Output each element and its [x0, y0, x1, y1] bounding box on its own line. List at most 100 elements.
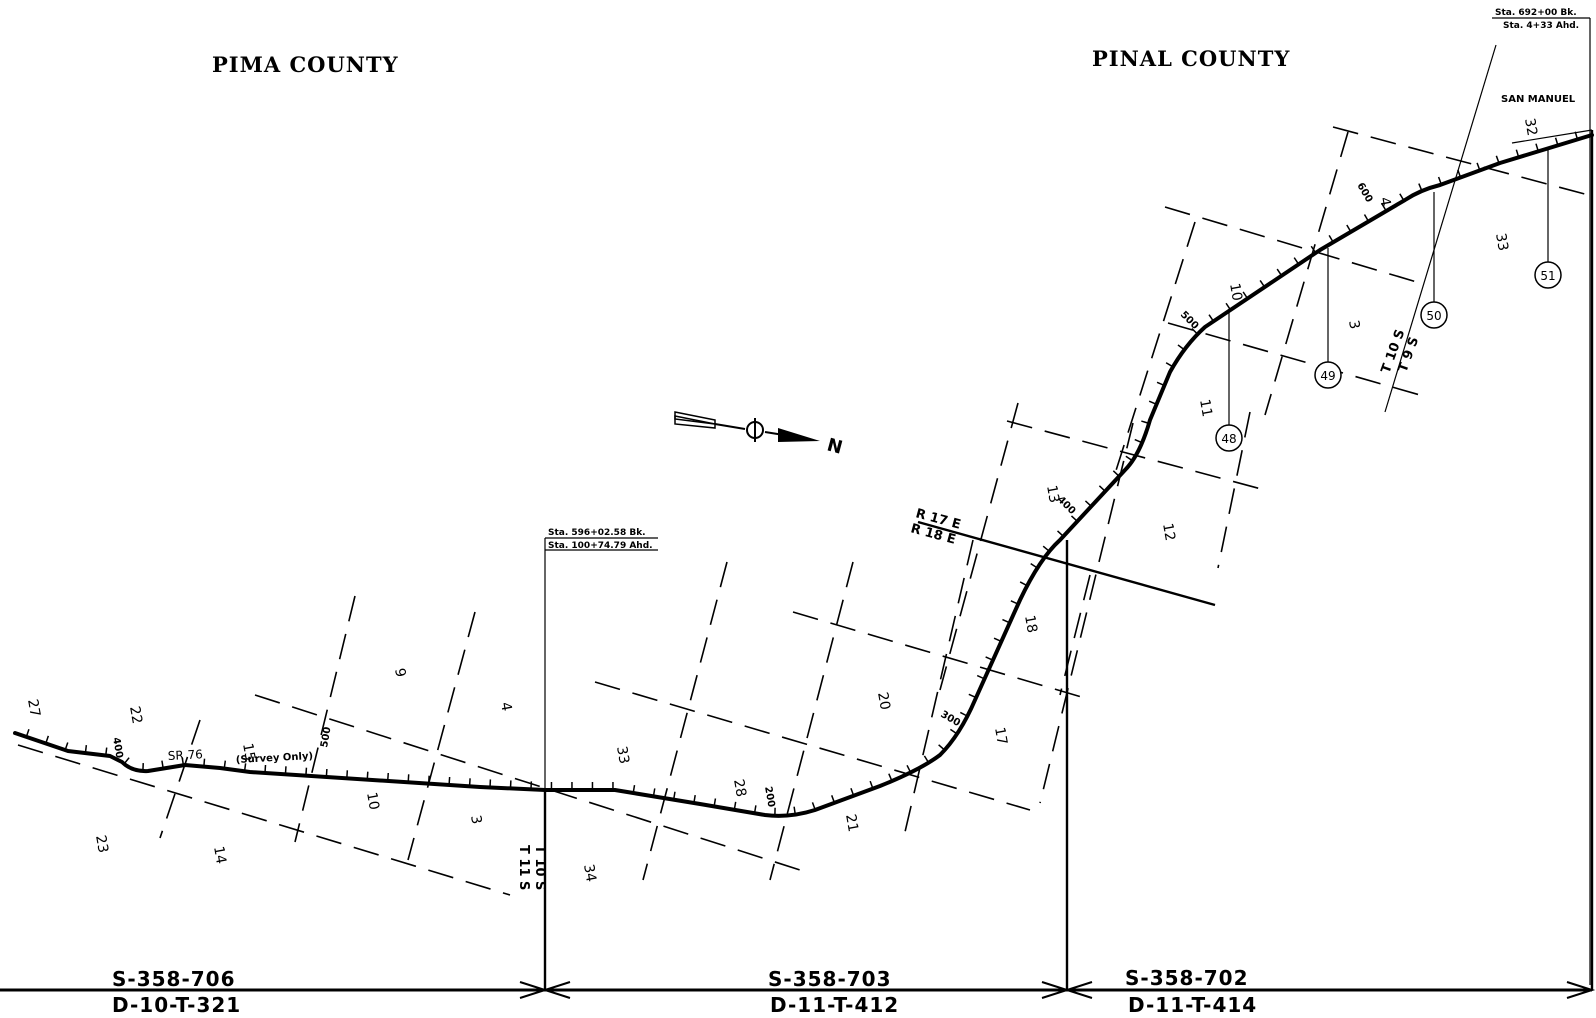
station-tick — [325, 768, 328, 778]
section-number: 22 — [126, 705, 145, 725]
station-tick — [1515, 149, 1520, 158]
station-tick — [1165, 362, 1174, 368]
section-line — [17, 744, 511, 896]
station-tick — [25, 729, 30, 738]
station-tick — [632, 784, 636, 794]
sheet-drawing-number: D-11-T-414 — [1128, 993, 1257, 1017]
section-line — [904, 539, 974, 833]
station-number: 300 — [939, 709, 963, 729]
section-number: 33 — [613, 745, 632, 765]
section-number: 20 — [874, 691, 893, 711]
station-tick — [84, 745, 88, 754]
township-label: T 11 S — [516, 845, 531, 890]
place-label-san-manuel: SAN MANUEL — [1501, 94, 1576, 105]
station-tick — [1156, 381, 1165, 387]
section-number: 21 — [842, 813, 861, 833]
station-tick — [1208, 314, 1215, 322]
station-tick — [468, 778, 471, 787]
station-tick — [243, 763, 247, 772]
section-number: 33 — [1492, 232, 1511, 252]
station-tick — [1495, 155, 1500, 164]
section-line — [254, 694, 801, 871]
station-tick — [652, 788, 656, 797]
station-tick — [1098, 485, 1106, 492]
section-line — [1059, 574, 1091, 696]
station-tick — [284, 766, 287, 775]
station-tick — [949, 728, 958, 735]
marker-number: 50 — [1426, 309, 1441, 323]
section-number: 15 — [239, 742, 258, 762]
route-note: (Survey Only) — [236, 751, 314, 766]
section-number: 28 — [730, 778, 749, 798]
station-tick — [305, 767, 308, 776]
section-number: 4 — [1376, 196, 1393, 208]
county-label-pinal: PINAL COUNTY — [1092, 46, 1290, 71]
station-tick — [993, 637, 1002, 643]
station-tick — [733, 801, 737, 810]
section-line — [159, 719, 201, 839]
section-line — [1039, 422, 1134, 804]
station-tick — [1148, 400, 1157, 406]
station-tick — [869, 780, 874, 789]
station-tick — [1381, 203, 1387, 212]
station-tick — [1010, 600, 1019, 605]
station-tick — [923, 755, 930, 764]
station-tick — [1293, 257, 1300, 265]
station-tick — [1084, 500, 1092, 507]
section-number: 9 — [391, 667, 408, 679]
marker-number: 48 — [1221, 432, 1236, 446]
station-tick — [407, 774, 410, 783]
station-tick — [181, 757, 185, 766]
station-tick — [223, 760, 227, 769]
station-tick — [811, 802, 816, 811]
station-tick — [1328, 234, 1334, 243]
station-tick — [1141, 420, 1150, 425]
station-tick — [1042, 545, 1050, 552]
station-tick — [713, 798, 717, 807]
station-tick — [1554, 137, 1559, 146]
station-tick — [427, 775, 430, 784]
station-tick — [1457, 169, 1462, 178]
sheet-dimension-line — [0, 981, 1596, 999]
station-tick — [672, 791, 676, 800]
station-tick — [366, 771, 369, 780]
station-label: Sta. 692+00 Bk. — [1495, 8, 1577, 18]
section-line — [769, 561, 854, 881]
station-tick — [830, 795, 836, 804]
station-label: Sta. 4+33 Ahd. — [1503, 21, 1579, 31]
township-line — [1384, 44, 1497, 413]
station-tick — [45, 735, 50, 744]
sheet-drawing-number: D-10-T-321 — [112, 993, 241, 1017]
section-number: 34 — [580, 863, 599, 883]
section-number: 18 — [1021, 614, 1040, 634]
section-line — [1264, 131, 1349, 416]
station-tick — [1418, 183, 1423, 192]
marker-49: 49 — [1314, 248, 1342, 389]
section-line — [594, 681, 1031, 811]
station-tick — [1346, 224, 1352, 233]
station-tick — [264, 764, 267, 774]
section-number: 12 — [1159, 522, 1178, 542]
station-tick — [793, 806, 797, 815]
section-number: 10 — [363, 791, 382, 811]
station-tick — [386, 772, 389, 782]
section-grid — [17, 126, 1596, 896]
station-tick — [1125, 455, 1133, 462]
station-tick — [693, 794, 696, 804]
station-tick — [1242, 291, 1249, 299]
sheet-drawing-number: D-11-T-412 — [770, 993, 899, 1017]
station-tick — [1134, 438, 1143, 444]
section-number: 17 — [991, 726, 1010, 746]
marker-number: 49 — [1320, 369, 1335, 383]
station-number: 500 — [319, 726, 333, 749]
station-tick — [1057, 530, 1064, 537]
marker-48: 48 — [1215, 312, 1243, 452]
section-line — [642, 561, 728, 881]
station-tick — [976, 674, 985, 680]
station-tick — [1399, 193, 1405, 202]
station-tick — [448, 776, 451, 786]
township-label: T 10 S — [532, 845, 547, 890]
station-tick — [161, 760, 164, 769]
station-ticks — [25, 131, 1579, 816]
